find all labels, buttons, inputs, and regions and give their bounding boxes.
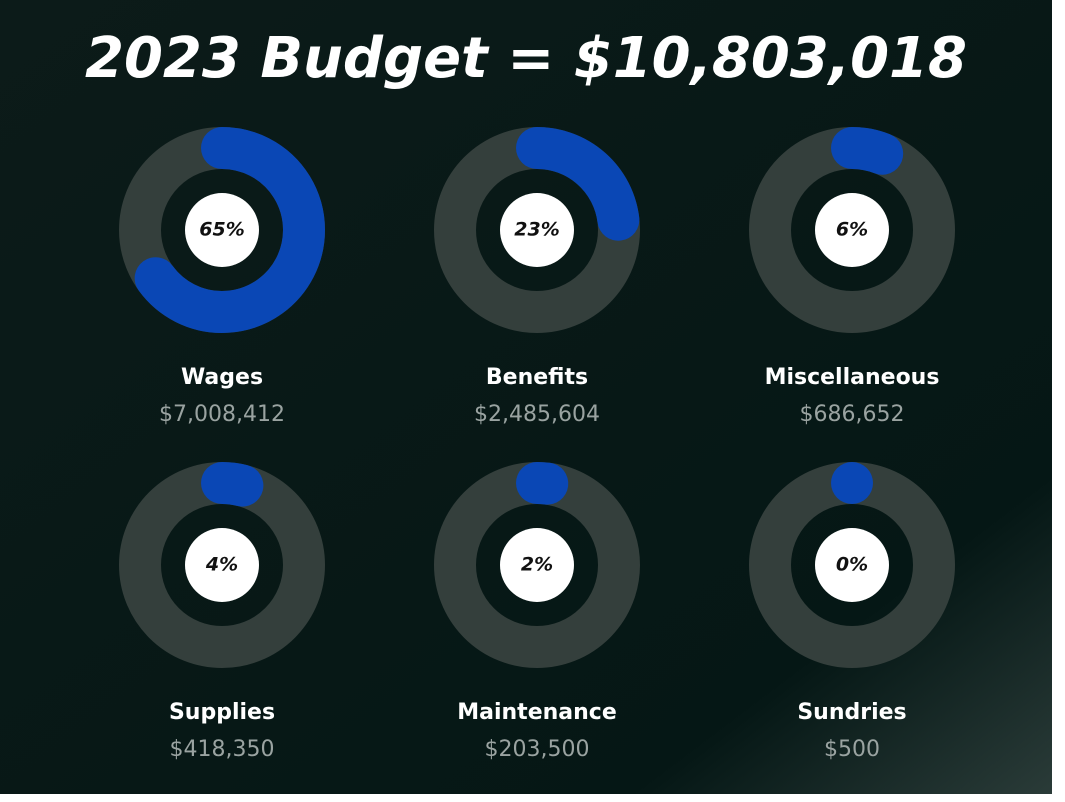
category-label: Supplies (169, 700, 275, 725)
category-label: Wages (181, 365, 263, 390)
amount-label: $2,485,604 (474, 402, 600, 427)
gauge-arc (201, 462, 264, 507)
chart-title: 2023 Budget = $10,803,018 (85, 26, 967, 91)
gauge-value-label: 4% (205, 554, 238, 576)
gauge-center (500, 528, 574, 602)
gauge-value-label: 23% (514, 219, 559, 241)
amount-label: $203,500 (485, 737, 590, 762)
gauge-center (815, 193, 889, 267)
amount-label: $7,008,412 (159, 402, 285, 427)
amount-label: $500 (824, 737, 880, 762)
gauge-arc (134, 127, 325, 333)
background (0, 0, 1052, 794)
gauge-value-label: 6% (836, 219, 868, 241)
category-label: Miscellaneous (765, 365, 940, 390)
gauge-arc (516, 127, 640, 241)
gauge-arc (831, 127, 904, 175)
amount-label: $686,652 (800, 402, 905, 427)
gauge-center (815, 528, 889, 602)
gauge-value-label: 0% (836, 554, 868, 576)
gauge-center (185, 193, 259, 267)
gauge-value-label: 2% (521, 554, 553, 576)
gauge-center (500, 193, 574, 267)
category-label: Maintenance (457, 700, 617, 725)
category-label: Sundries (797, 700, 906, 725)
amount-label: $418,350 (170, 737, 275, 762)
category-label: Benefits (486, 365, 588, 390)
gauge-value-label: 65% (199, 219, 244, 241)
gauge-center (185, 528, 259, 602)
gauge-arc (516, 462, 569, 505)
